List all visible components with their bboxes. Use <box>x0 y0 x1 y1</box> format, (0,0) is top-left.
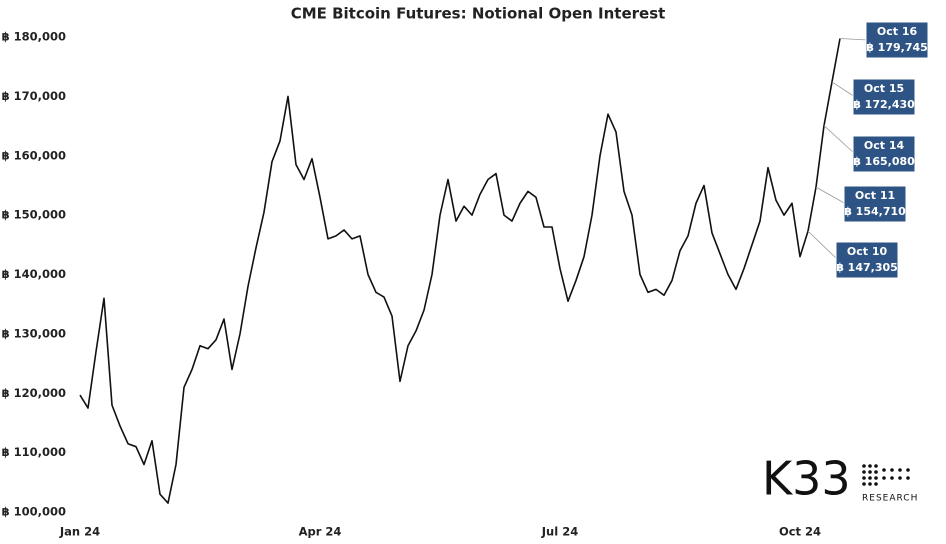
data-label: ฿ 172,430 <box>853 98 915 111</box>
y-tick-label: ฿ 180,000 <box>2 30 66 44</box>
brand-subtitle: RESEARCH <box>862 494 918 504</box>
callout-date: Oct 14 <box>864 139 905 152</box>
data-label: ฿ 179,745 <box>866 41 928 54</box>
y-tick-label: ฿ 160,000 <box>2 148 66 162</box>
chart-title: CME Bitcoin Futures: Notional Open Inter… <box>291 5 666 23</box>
callout-connector <box>815 186 847 205</box>
callout-date: Oct 11 <box>855 189 895 202</box>
data-label: ฿ 154,710 <box>844 205 906 218</box>
y-tick-label: ฿ 170,000 <box>2 89 66 103</box>
callout-box <box>852 78 916 116</box>
brand-logo: K33 <box>762 452 851 506</box>
callout-box <box>852 135 916 173</box>
x-tick-label: Oct 24 <box>779 525 821 539</box>
callout-connector <box>823 125 856 155</box>
callout-date: Oct 15 <box>864 82 904 95</box>
callout-date: Oct 16 <box>877 25 918 38</box>
callout-connector <box>807 230 839 261</box>
callout-date: Oct 10 <box>847 245 888 258</box>
y-tick-label: ฿ 110,000 <box>2 445 66 459</box>
x-tick-label: Jan 24 <box>59 525 100 539</box>
callout-box <box>843 185 907 223</box>
callout-box <box>865 21 929 59</box>
y-tick-label: ฿ 100,000 <box>2 505 66 519</box>
y-tick-label: ฿ 120,000 <box>2 386 66 400</box>
brand-dots <box>862 464 910 486</box>
y-tick-label: ฿ 150,000 <box>2 208 66 222</box>
data-label: ฿ 165,080 <box>853 155 915 168</box>
y-tick-label: ฿ 130,000 <box>2 326 66 340</box>
x-tick-label: Jul 24 <box>541 525 578 539</box>
callout-box <box>835 241 899 279</box>
callout-connector <box>831 81 856 98</box>
callout-connector <box>839 38 869 41</box>
x-tick-label: Apr 24 <box>299 525 342 539</box>
line <box>79 38 841 504</box>
data-label: ฿ 147,305 <box>836 261 898 274</box>
y-tick-label: ฿ 140,000 <box>2 267 66 281</box>
